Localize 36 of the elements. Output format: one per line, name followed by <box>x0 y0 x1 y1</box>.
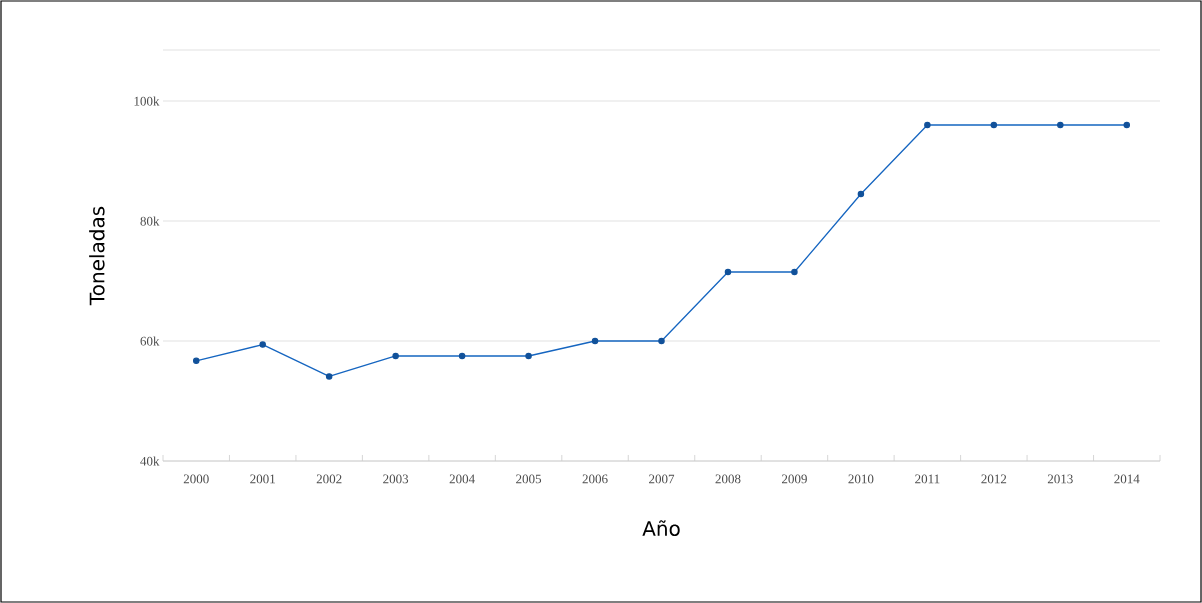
x-tick-label: 2005 <box>516 474 542 484</box>
point <box>924 121 931 129</box>
y-axis-title: Toneladas <box>89 206 105 306</box>
y-tick-label: 100k <box>134 96 160 106</box>
y-tick-label: 60k <box>140 336 160 346</box>
x-tick-label: 2011 <box>915 474 940 484</box>
x-tick-label: 2014 <box>1114 474 1140 484</box>
x-tick-label: 2001 <box>250 474 275 484</box>
x-tick-label: 2004 <box>449 474 475 484</box>
x-tick-label: 2008 <box>715 474 741 484</box>
x-tick-label: 2006 <box>582 474 608 484</box>
x-tick-label: 2009 <box>782 474 807 484</box>
point <box>392 352 399 360</box>
point <box>458 352 466 360</box>
x-tick-label: 2010 <box>848 474 874 484</box>
x-axis-title: Año <box>642 520 680 536</box>
point <box>192 357 200 365</box>
point <box>325 373 333 380</box>
y-tick-label: 40k <box>140 456 160 466</box>
point <box>525 352 532 360</box>
point <box>1057 121 1064 129</box>
x-tick-label: 2003 <box>383 474 409 484</box>
point <box>1123 121 1131 129</box>
x-tick-label: 2002 <box>316 474 342 484</box>
point <box>990 121 998 129</box>
x-tick-label: 2013 <box>1047 474 1073 484</box>
point <box>791 268 798 276</box>
point <box>857 190 865 198</box>
x-tick-label: 2012 <box>981 474 1007 484</box>
x-tick-label: 2000 <box>183 474 209 484</box>
point <box>259 341 266 348</box>
point <box>658 337 665 345</box>
point <box>724 268 732 276</box>
point <box>591 337 599 345</box>
x-tick-label: 2007 <box>649 474 675 484</box>
y-tick-label: 80k <box>140 216 160 226</box>
